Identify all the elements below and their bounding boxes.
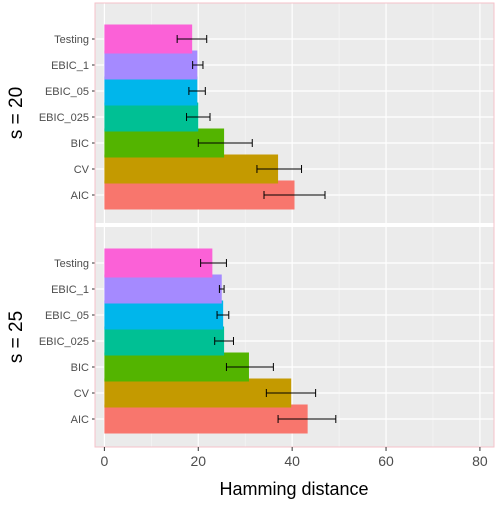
y-tick-label: BIC: [71, 138, 89, 150]
bar-ebic-05: [104, 300, 224, 330]
bar-aic: [104, 180, 295, 210]
error-bar: [256, 165, 303, 173]
facet-label: s = 25: [6, 311, 27, 363]
y-tick-label: BIC: [71, 362, 89, 374]
bar-cv: [104, 154, 279, 184]
error-bar: [186, 113, 211, 121]
y-tick-label: Testing: [54, 34, 89, 46]
error-bar: [263, 191, 326, 199]
y-tick-label: CV: [74, 388, 90, 400]
y-tick-label: Testing: [54, 258, 89, 270]
x-axis-title: Hamming distance: [219, 479, 368, 499]
bar-aic: [104, 404, 308, 434]
error-bar: [216, 311, 230, 319]
x-tick-label: 60: [378, 453, 394, 469]
bar-ebic-025: [104, 102, 199, 132]
facet-panel: AIC CV BIC EBIC_025 EBIC_05 EBIC_1 Testing s = …: [6, 227, 494, 447]
error-bar: [176, 35, 208, 43]
error-bar: [277, 415, 337, 423]
error-bar: [265, 389, 317, 397]
x-tick-label: 40: [284, 453, 300, 469]
bar-ebic-025: [104, 326, 225, 356]
x-axis: 0 20 40 60 80: [100, 447, 488, 469]
y-tick-label: EBIC_1: [51, 284, 89, 296]
error-bar: [214, 337, 234, 345]
x-tick-label: 80: [472, 453, 488, 469]
panels-layer: AIC CV BIC EBIC_025 EBIC_05 EBIC_1 Testing s = …: [6, 2, 495, 448]
x-tick-label: 20: [190, 453, 206, 469]
error-bar: [218, 285, 225, 293]
y-tick-label: EBIC_1: [51, 60, 89, 72]
y-tick-label: EBIC_05: [45, 86, 89, 98]
error-bar: [192, 61, 204, 69]
y-tick-label: CV: [74, 164, 90, 176]
bar-ebic-05: [104, 76, 198, 106]
y-tick-label: EBIC_025: [39, 112, 89, 124]
y-tick-label: AIC: [71, 190, 89, 202]
error-bar: [200, 259, 227, 267]
bar-ebic-1: [104, 50, 198, 80]
y-tick-label: EBIC_05: [45, 310, 89, 322]
plot-border: [94, 2, 495, 448]
x-tick-label: 0: [100, 453, 108, 469]
error-bar: [225, 363, 274, 371]
y-tick-label: EBIC_025: [39, 336, 89, 348]
bar-bic: [104, 352, 249, 382]
error-bar: [197, 139, 253, 147]
bar-ebic-1: [104, 274, 222, 304]
facet-panel: AIC CV BIC EBIC_025 EBIC_05 EBIC_1 Testing s = …: [6, 3, 494, 223]
bar-cv: [104, 378, 292, 408]
y-tick-label: AIC: [71, 414, 89, 426]
facet-label: s = 20: [6, 87, 27, 139]
bar-testing: [104, 248, 213, 278]
error-bar: [188, 87, 206, 95]
